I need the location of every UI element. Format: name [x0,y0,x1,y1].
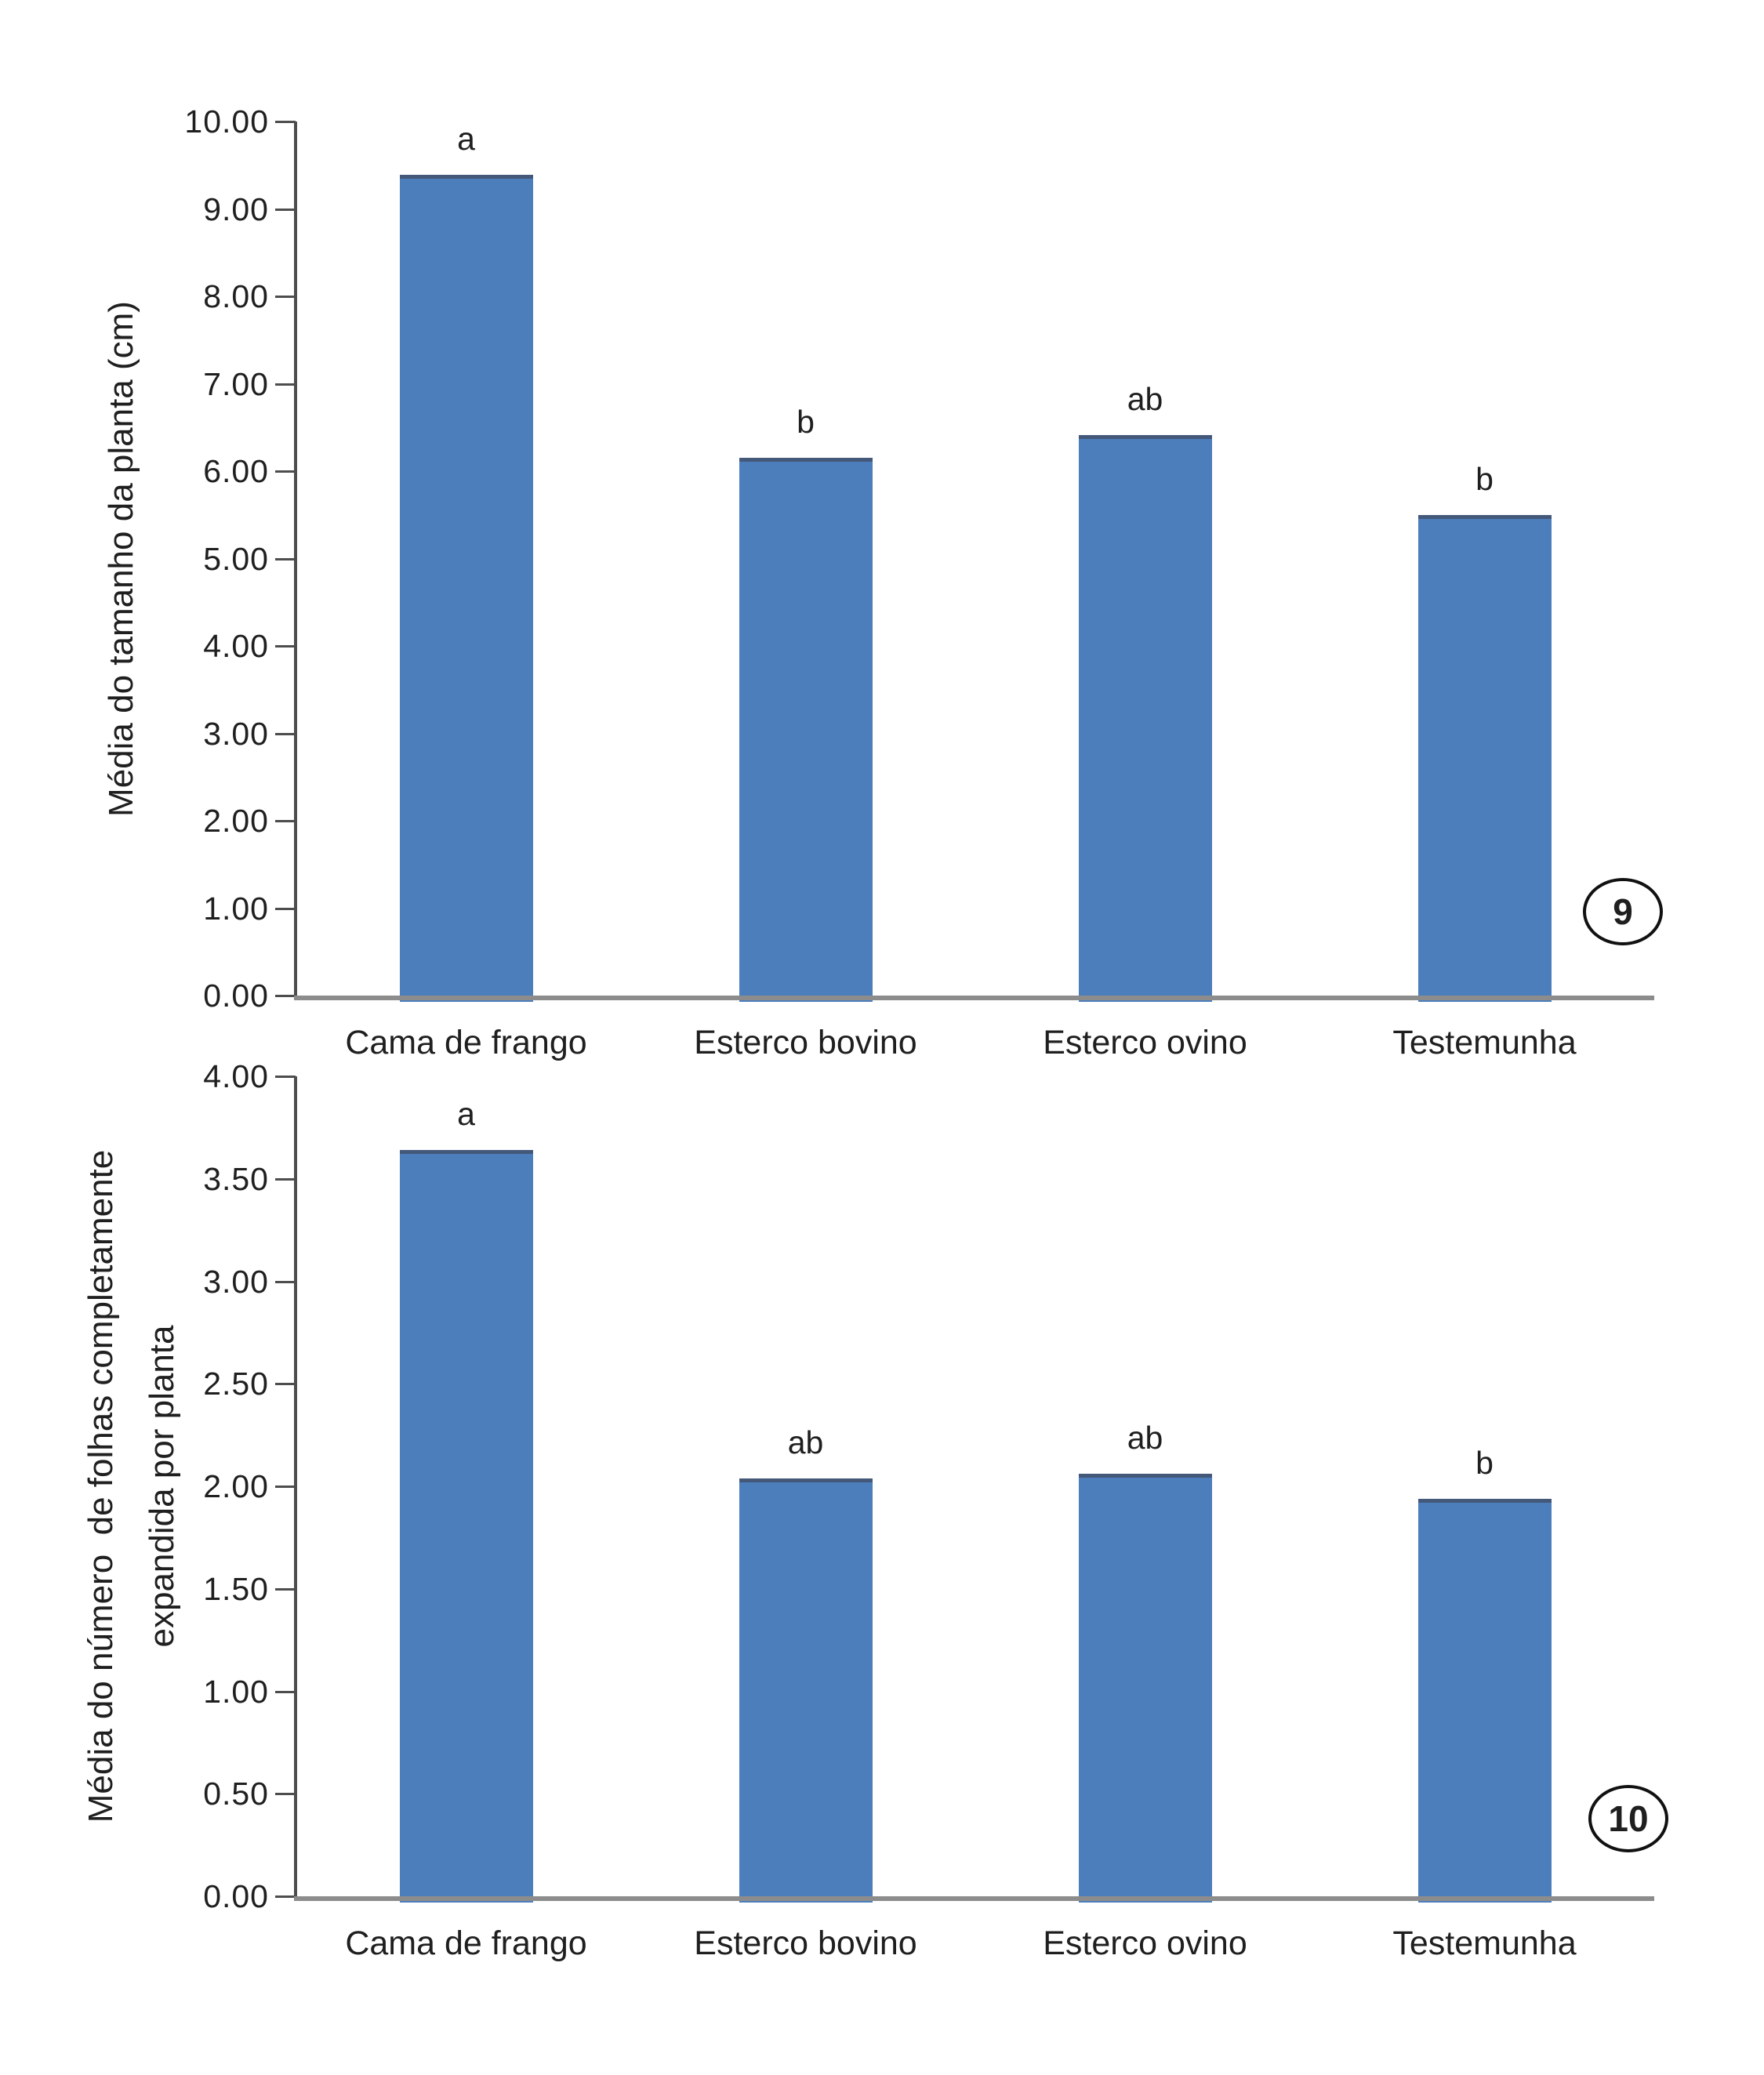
x-category-label-testemunha: Testemunha [1392,1924,1577,1962]
y-tick-mark [275,1076,296,1078]
y-tick-label: 2.00 [203,803,269,839]
significance-letter-testemunha: b [1475,1444,1494,1481]
x-category-label-esterco-ovino: Esterco ovino [1043,1024,1247,1061]
y-tick-label: 1.50 [203,1570,269,1607]
bar-esterco-bovino [739,1478,873,1903]
bar-testemunha [1417,1498,1552,1903]
y-tick-label: 9.00 [203,190,269,227]
y-tick-label: 3.00 [203,1263,269,1300]
y-tick-mark [275,645,296,648]
y-tick-mark [275,1895,296,1898]
y-tick-label: 1.00 [203,1673,269,1710]
bar-cama-de-frango [399,1150,533,1903]
x-category-label-cama-de-frango: Cama de frango [345,1024,587,1061]
y-tick-mark [275,296,296,298]
bar-testemunha [1417,514,1552,1002]
bar-esterco-ovino [1078,1474,1212,1903]
significance-letter-esterco-bovino: b [797,404,815,441]
y-axis-line [294,1076,297,1899]
y-tick-label: 1.00 [203,890,269,927]
y-tick-mark [275,1587,296,1591]
x-axis-line [294,996,1654,1000]
y-tick-label: 4.00 [203,628,269,664]
bar-esterco-ovino [1078,435,1212,1002]
y-tick-mark [275,1486,296,1488]
y-tick-label: 10.00 [184,103,269,140]
y-tick-mark [275,820,296,822]
y-tick-mark [275,1690,296,1693]
y-tick-label: 2.00 [203,1468,269,1504]
x-category-label-esterco-bovino: Esterco bovino [694,1024,917,1061]
x-category-label-cama-de-frango: Cama de frango [345,1924,587,1962]
y-tick-label: 0.00 [203,1878,269,1914]
significance-letter-esterco-bovino: ab [787,1424,824,1460]
significance-letter-cama-de-frango: a [457,121,475,157]
bar-esterco-bovino [739,458,873,1002]
y-tick-label: 0.50 [203,1776,269,1812]
y-axis-title: Média do tamanho da planta (cm) [102,300,140,817]
y-tick-mark [275,907,296,910]
y-axis-line [294,122,297,998]
figure-number-badge: 9 [1583,878,1663,945]
significance-letter-testemunha: b [1475,460,1494,497]
y-tick-mark [275,121,296,123]
x-axis-line [294,1896,1654,1901]
significance-letter-esterco-ovino: ab [1127,381,1163,418]
figure-number-badge: 10 [1588,1785,1668,1852]
y-tick-mark [275,732,296,735]
y-tick-label: 2.50 [203,1366,269,1402]
y-tick-mark [275,470,296,473]
y-tick-label: 6.00 [203,453,269,489]
y-tick-label: 3.50 [203,1160,269,1197]
y-tick-mark [275,1793,296,1796]
y-tick-mark [275,1177,296,1181]
significance-letter-cama-de-frango: a [457,1096,475,1133]
x-category-label-testemunha: Testemunha [1392,1024,1577,1061]
y-tick-label: 3.00 [203,715,269,752]
y-tick-mark [275,1383,296,1386]
x-category-label-esterco-ovino: Esterco ovino [1043,1924,1247,1962]
y-tick-mark [275,557,296,560]
y-tick-label: 0.00 [203,978,269,1014]
y-tick-label: 5.00 [203,540,269,577]
y-tick-mark [275,383,296,386]
y-tick-mark [275,208,296,211]
y-axis-title: Média do número de folhas completamente … [82,1149,181,1823]
y-tick-label: 8.00 [203,278,269,314]
y-tick-label: 4.00 [203,1058,269,1094]
x-category-label-esterco-bovino: Esterco bovino [694,1924,917,1962]
y-tick-mark [275,995,296,997]
y-tick-mark [275,1280,296,1283]
bar-cama-de-frango [399,175,533,1002]
y-tick-label: 7.00 [203,365,269,402]
significance-letter-esterco-ovino: ab [1127,1420,1163,1456]
